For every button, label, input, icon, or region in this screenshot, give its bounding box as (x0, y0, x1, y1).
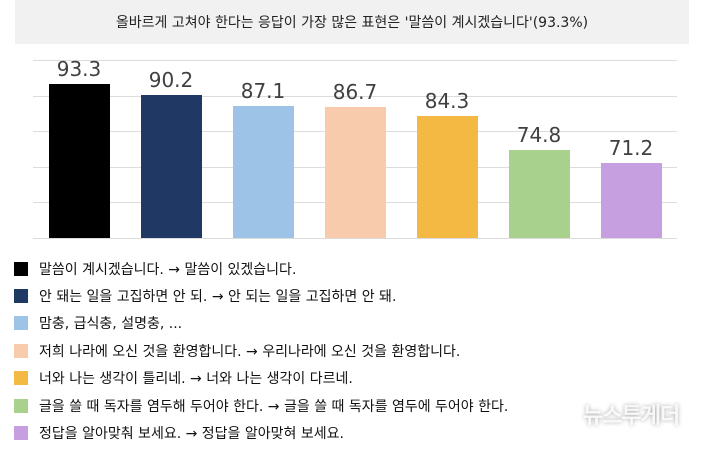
legend-swatch-icon (14, 398, 28, 413)
watermark-logo: 뉴스투게더 (583, 404, 680, 429)
legend-swatch-icon (14, 371, 28, 386)
legend-label: 글을 쓸 때 독자를 염두해 두어야 한다. → 글을 쓸 때 독자를 염두에 … (39, 398, 509, 415)
bar (600, 162, 662, 238)
legend-item: 글을 쓸 때 독자를 염두해 두어야 한다. → 글을 쓸 때 독자를 염두에 … (14, 392, 508, 419)
chart-title: 올바르게 고쳐야 한다는 응답이 가장 많은 표현은 '말씀이 계시겠습니다'(… (115, 15, 589, 31)
legend-label: 저희 나라에 오신 것을 환영합니다. → 우리나라에 오신 것을 환영합니다. (39, 343, 461, 360)
plot-area: 93.3 90.2 87.1 86.7 84.3 74.8 71.2 (33, 56, 677, 239)
bar-value-label: 71.2 (608, 135, 654, 160)
bar-value-label: 86.7 (332, 80, 378, 105)
legend-swatch-icon (14, 289, 28, 304)
legend-item: 말씀이 계시겠습니다. → 말씀이 있겠습니다. (14, 255, 508, 282)
legend-item: 저희 나라에 오신 것을 환영합니다. → 우리나라에 오신 것을 환영합니다. (14, 337, 508, 364)
legend-label: 정답을 알아맞춰 보세요. → 정답을 알아맞혀 보세요. (39, 426, 344, 443)
bar (416, 115, 478, 238)
chart-title-bar: 올바르게 고쳐야 한다는 응답이 가장 많은 표현은 '말씀이 계시겠습니다'(… (15, 0, 689, 44)
bar-value-label: 93.3 (56, 56, 102, 81)
bar (140, 94, 202, 238)
bar (324, 107, 386, 238)
legend-label: 말씀이 계시겠습니다. → 말씀이 있겠습니다. (39, 261, 297, 278)
legend: 말씀이 계시겠습니다. → 말씀이 있겠습니다. 안 돼는 일을 고집하면 안 되… (14, 255, 508, 447)
bar (48, 83, 110, 238)
legend-swatch-icon (14, 343, 28, 358)
legend-label: 너와 나는 생각이 틀리네. → 너와 나는 생각이 다르네. (39, 371, 353, 388)
legend-item: 너와 나는 생각이 틀리네. → 너와 나는 생각이 다르네. (14, 365, 508, 392)
bar-value-label: 84.3 (424, 88, 470, 113)
gridline (33, 238, 677, 239)
bar (232, 105, 294, 238)
legend-item: 맘충, 급식충, 설명충, ... (14, 310, 508, 337)
legend-label: 맘충, 급식충, 설명충, ... (39, 316, 183, 333)
legend-swatch-icon (14, 426, 28, 441)
bar-value-label: 87.1 (240, 78, 286, 103)
legend-label: 안 돼는 일을 고집하면 안 되. → 안 되는 일을 고집하면 안 돼. (39, 289, 397, 306)
legend-item: 정답을 알아맞춰 보세요. → 정답을 알아맞혀 보세요. (14, 419, 508, 446)
gridline (33, 95, 677, 97)
bar (508, 149, 570, 238)
legend-item: 안 돼는 일을 고집하면 안 되. → 안 되는 일을 고집하면 안 돼. (14, 282, 508, 309)
legend-swatch-icon (14, 316, 28, 331)
bar-value-label: 74.8 (516, 122, 562, 147)
gridline (33, 60, 677, 61)
bar-value-label: 90.2 (148, 67, 194, 92)
legend-swatch-icon (14, 261, 28, 276)
